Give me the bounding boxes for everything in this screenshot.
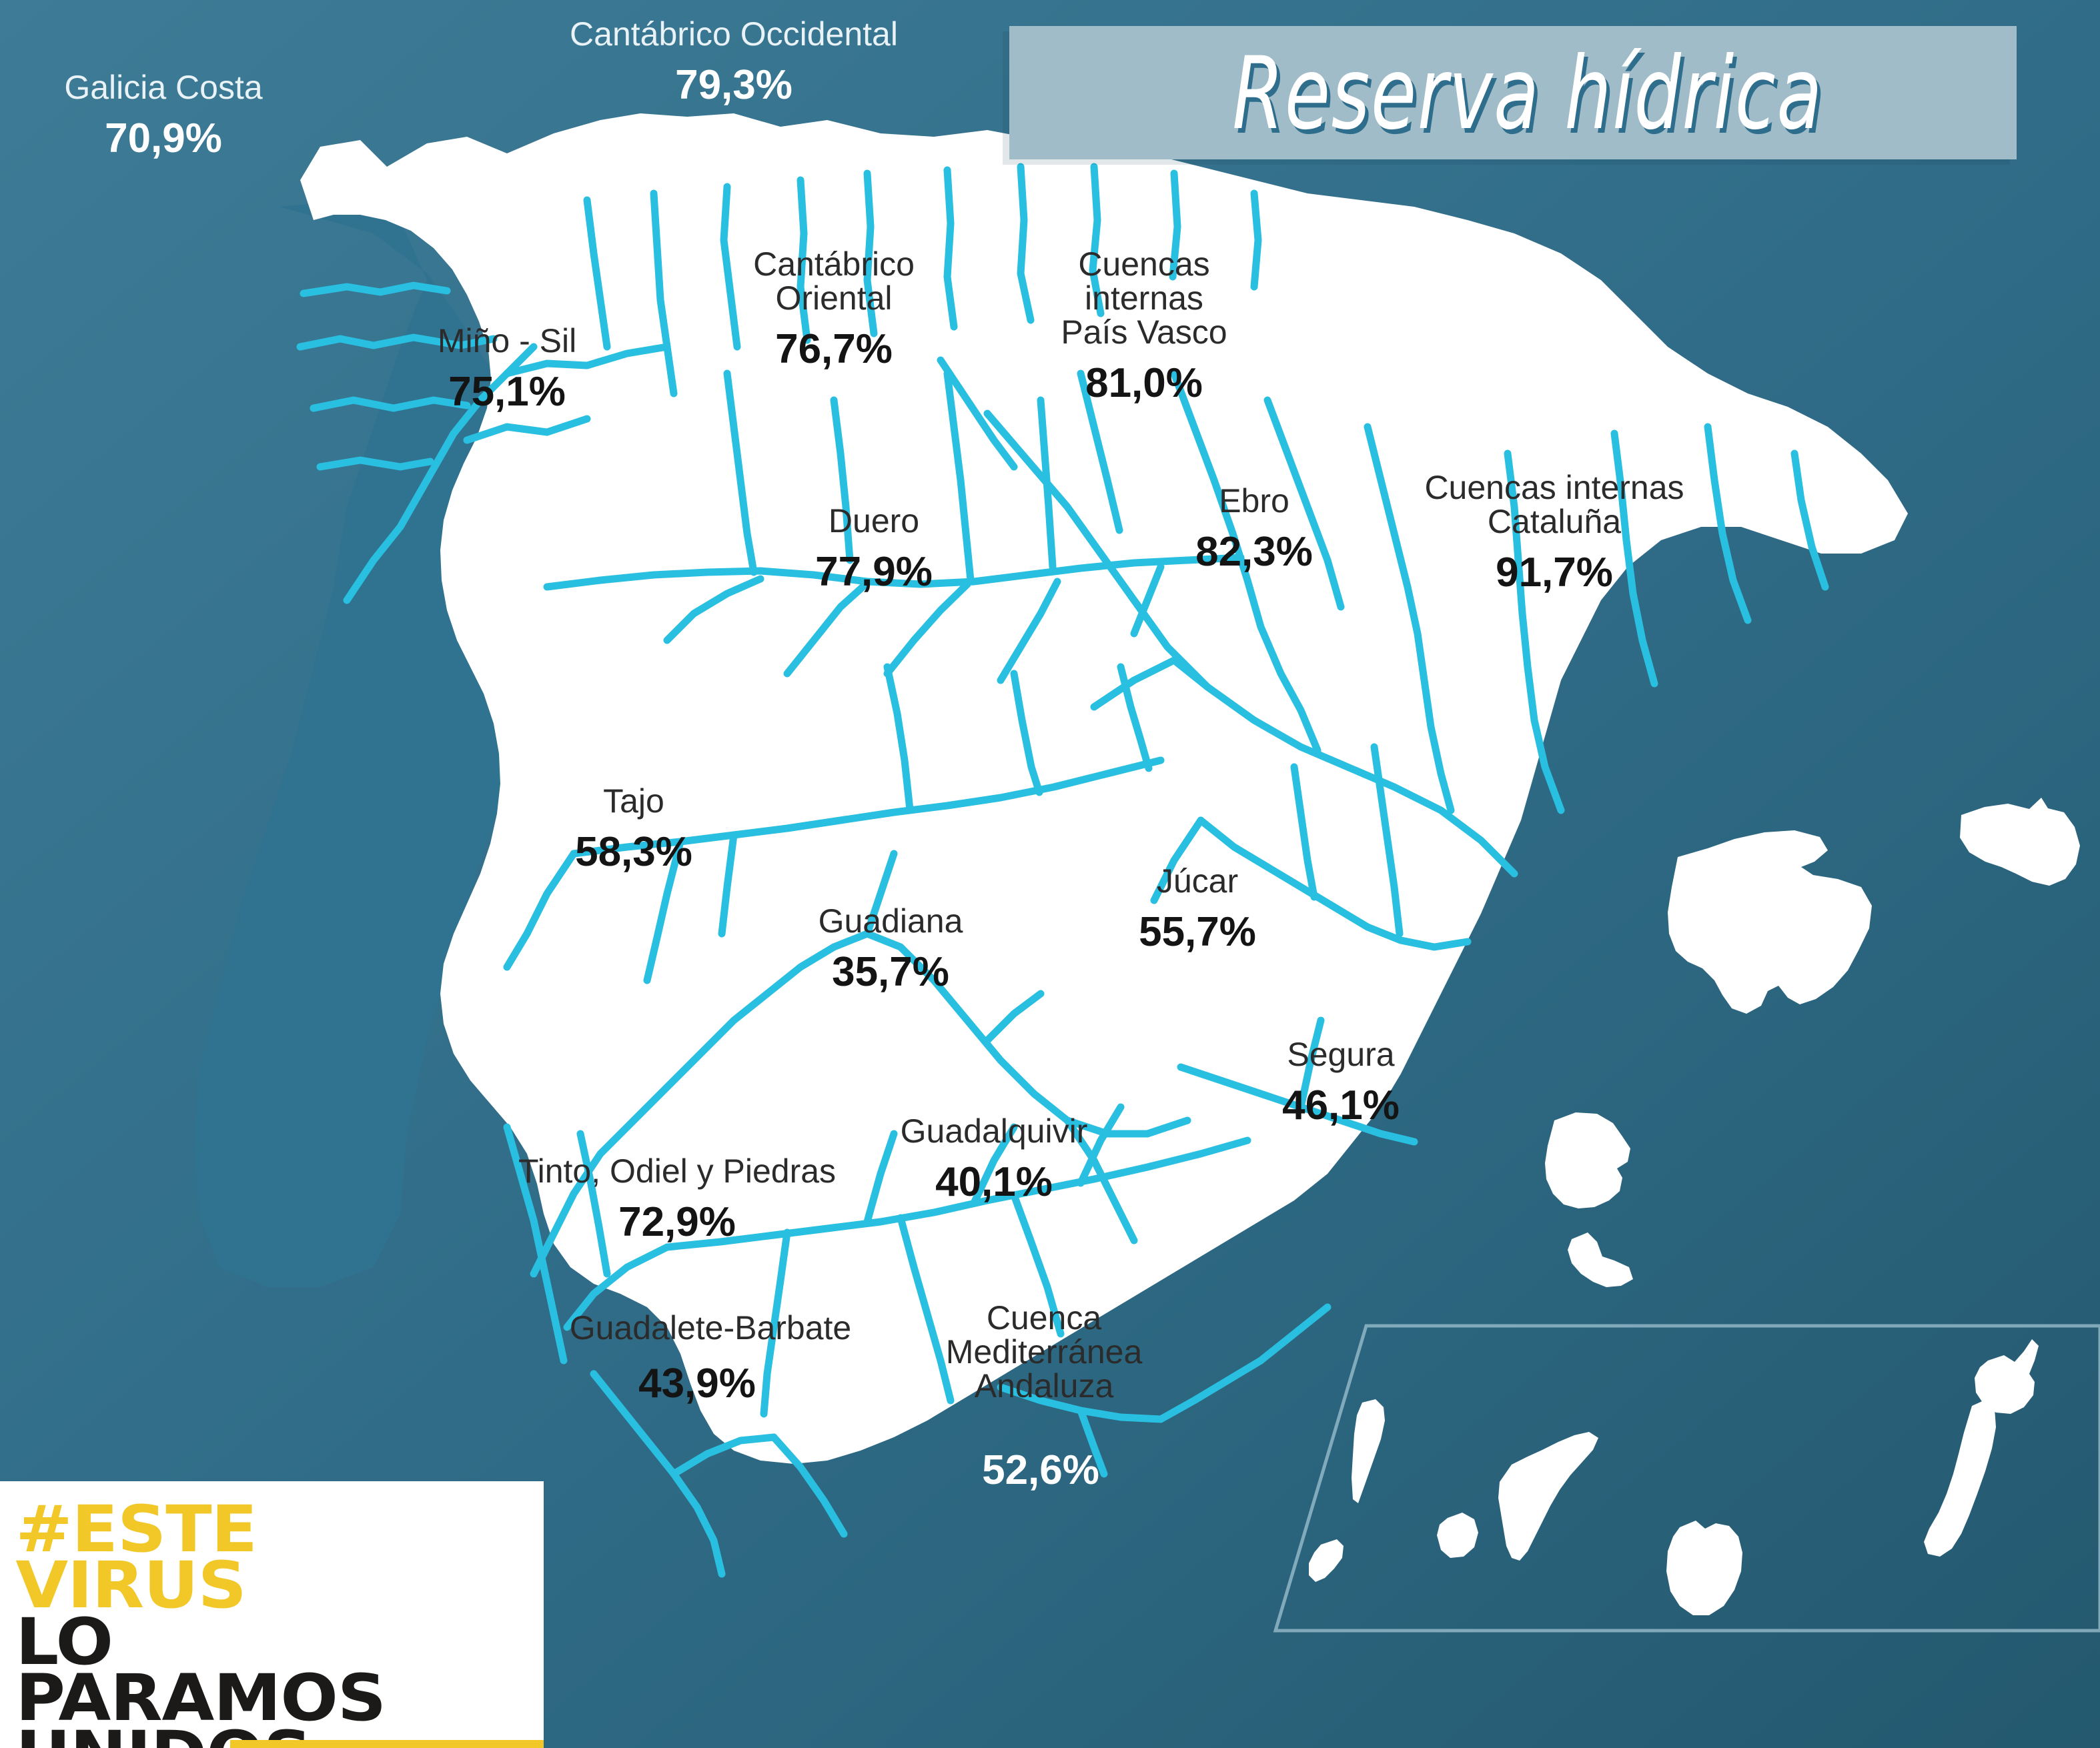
logo-line-lo: LO — [15, 1604, 113, 1679]
rivers-layer — [296, 163, 1829, 1578]
logo-line-este: #ESTE — [15, 1492, 257, 1567]
logo-accent-rule — [230, 1740, 544, 1748]
island-mallorca — [1668, 830, 1872, 1014]
island-formentera — [1568, 1232, 1633, 1287]
island-el-hierro — [1309, 1539, 1344, 1582]
canary-inset-frame — [1273, 1324, 2100, 1633]
island-fuerteventura — [1924, 1399, 1996, 1557]
logo-line-virus: VIRUS — [15, 1548, 247, 1623]
title-banner — [1009, 26, 2017, 159]
island-lanzarote — [1975, 1339, 2039, 1414]
island-gran-canaria — [1666, 1521, 1742, 1615]
page-title: Reserva hídrica — [1232, 36, 1823, 152]
logo-line-paramos: PARAMOS — [15, 1661, 386, 1736]
island-menorca — [1960, 798, 2080, 886]
island-la-palma — [1352, 1399, 1385, 1503]
campaign-logo: #ESTE VIRUS LO PARAMOS UNIDOS — [0, 1481, 544, 1748]
island-ibiza — [1545, 1112, 1630, 1208]
island-tenerife — [1498, 1432, 1598, 1561]
island-la-gomera — [1437, 1513, 1478, 1558]
